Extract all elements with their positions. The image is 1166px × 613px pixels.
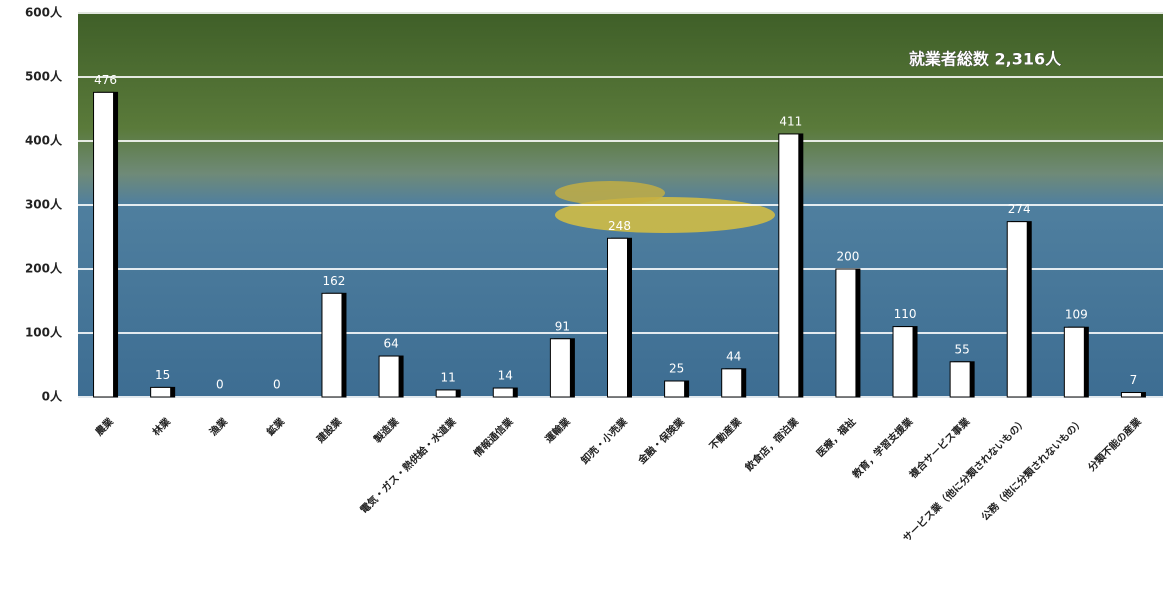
- raft: [555, 181, 665, 205]
- bar: [378, 355, 400, 398]
- y-tick-label: 500人: [25, 69, 63, 84]
- x-tick-label: 建設業: [313, 414, 345, 446]
- value-label: 476: [94, 73, 117, 87]
- x-tick-label: サービス業（他に分類されないもの）: [900, 415, 1029, 544]
- y-tick-label: 0人: [42, 389, 63, 404]
- annotation: 就業者総数 2,316人: [909, 50, 1062, 69]
- bar: [549, 338, 571, 398]
- bar: [93, 91, 115, 398]
- value-label: 44: [726, 349, 741, 363]
- bar: [1063, 326, 1085, 398]
- x-tick-label: 複合サービス事業: [906, 414, 973, 481]
- value-label: 411: [779, 114, 802, 128]
- bar: [664, 380, 686, 398]
- value-label: 200: [836, 250, 859, 264]
- y-tick-label: 600人: [25, 5, 63, 20]
- x-tick-label: 鉱業: [264, 414, 288, 438]
- bar: [150, 386, 172, 398]
- value-label: 11: [441, 370, 456, 384]
- value-label: 0: [273, 378, 281, 392]
- bar: [892, 326, 914, 398]
- x-tick-label: 情報通信業: [471, 414, 516, 459]
- x-tick-label: 林業: [150, 414, 174, 438]
- bar: [778, 133, 800, 398]
- bar: [321, 292, 343, 398]
- bar: [607, 237, 628, 398]
- x-tick-label: 教育，学習支援業: [849, 414, 916, 481]
- y-tick-label: 400人: [25, 133, 63, 148]
- x-tick-label: 公務（他に分類されないもの）: [978, 415, 1086, 523]
- bar: [435, 389, 457, 398]
- bar: [1006, 221, 1028, 398]
- x-tick-label: 卸売・小売業: [578, 414, 630, 466]
- value-label: 162: [323, 274, 346, 288]
- value-label: 109: [1065, 308, 1088, 322]
- x-tick-label: 製造業: [370, 414, 402, 446]
- y-tick-label: 100人: [25, 325, 63, 340]
- x-tick-label: 飲食店，宿泊業: [742, 414, 802, 474]
- value-label: 14: [498, 369, 513, 383]
- x-tick-label: 農業: [92, 414, 116, 438]
- bar: [1120, 392, 1142, 398]
- x-tick-label: 運輸業: [542, 414, 573, 445]
- x-tick-label: 金融・保険業: [635, 414, 688, 467]
- bar: [835, 268, 857, 398]
- bar: [492, 387, 514, 398]
- x-tick-label: 分類不能の産業: [1085, 414, 1144, 473]
- bar: [949, 361, 971, 398]
- value-label: 25: [669, 362, 684, 376]
- value-label: 274: [1008, 202, 1031, 216]
- value-label: 15: [155, 368, 170, 382]
- bar: [721, 368, 743, 398]
- value-label: 64: [383, 337, 398, 351]
- value-label: 7: [1130, 373, 1138, 387]
- value-label: 91: [555, 319, 570, 333]
- x-tick-label: 医療，福祉: [814, 415, 859, 460]
- x-tick-label: 不動産業: [706, 414, 744, 452]
- y-tick-label: 300人: [25, 197, 63, 212]
- value-label: 0: [216, 378, 224, 392]
- y-tick-label: 200人: [25, 261, 63, 276]
- value-label: 110: [894, 307, 917, 321]
- value-label: 248: [608, 219, 631, 233]
- x-tick-label: 漁業: [207, 414, 231, 438]
- x-tick-label: 電気・ガス・熱供給・水道業: [357, 414, 459, 516]
- value-label: 55: [954, 342, 969, 356]
